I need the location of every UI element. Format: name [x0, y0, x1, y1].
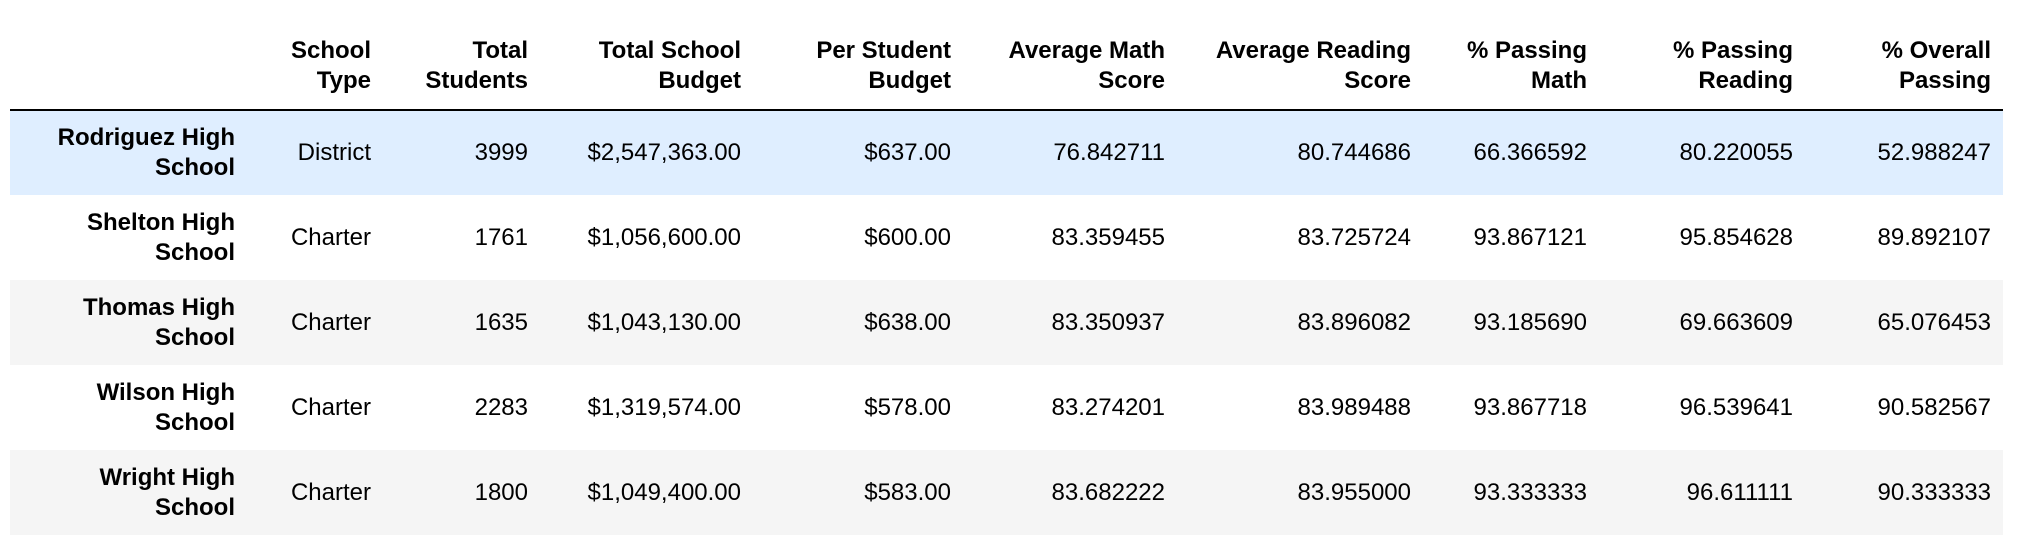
column-header: School Type: [290, 37, 371, 94]
table-cell: $637.00: [864, 139, 951, 166]
index-header: [10, 24, 247, 110]
table-cell: 90.582567: [1877, 393, 1991, 421]
row-label: Rodriguez High School: [57, 124, 235, 181]
table-cell: $638.00: [864, 308, 951, 336]
table-cell: 93.333333: [1473, 478, 1587, 506]
table-cell: 83.955000: [1297, 478, 1411, 506]
row-label: Shelton High School: [87, 208, 235, 266]
table-cell: 90.333333: [1877, 478, 1991, 506]
table-cell: Charter: [290, 308, 371, 336]
table-cell: 1761: [474, 223, 528, 251]
table-cell: 83.725724: [1297, 223, 1411, 251]
table-cell: 83.682222: [1051, 478, 1165, 506]
table-cell: 83.274201: [1051, 393, 1165, 421]
column-header: Average Reading Score: [1215, 37, 1411, 94]
table-cell: 52.988247: [1877, 139, 1991, 166]
table-cell: 80.220055: [1679, 139, 1793, 166]
column-header: Average Math Score: [1008, 37, 1166, 94]
table-header: School Type Total Students Total School …: [10, 24, 2003, 110]
table-cell: Charter: [290, 393, 371, 421]
table-cell: 76.842711: [1053, 139, 1165, 166]
table-cell: $2,547,363.00: [587, 139, 741, 166]
column-header: Per Student Budget: [816, 37, 951, 94]
table-cell: $600.00: [864, 223, 951, 251]
table-cell: 93.185690: [1473, 308, 1587, 336]
table-cell: 83.896082: [1297, 308, 1411, 336]
row-label: Thomas High School: [82, 293, 235, 351]
school-summary-table: School Type Total Students Total School …: [10, 24, 2003, 535]
table-cell: 66.366592: [1473, 139, 1587, 166]
header-row: School Type Total Students Total School …: [10, 24, 2003, 110]
table-cell: 1800: [474, 478, 528, 506]
table-cell: 83.989488: [1297, 393, 1411, 421]
table-row: Thomas High School Charter 1635 $1,043,1…: [10, 280, 2003, 365]
table-cell: $583.00: [864, 478, 951, 506]
table-cell: $1,319,574.00: [587, 393, 741, 421]
table-body: Rodriguez High School District 3999 $2,5…: [10, 110, 2003, 535]
table-cell: 3999: [474, 139, 528, 166]
table-cell: 83.350937: [1051, 308, 1165, 336]
table-cell: Charter: [290, 478, 371, 506]
table-cell: 83.359455: [1051, 223, 1165, 251]
table-row: Rodriguez High School District 3999 $2,5…: [10, 110, 2003, 195]
column-header: % Passing Math: [1466, 37, 1587, 94]
table-cell: $1,056,600.00: [587, 223, 741, 251]
row-label: Wilson High School: [96, 378, 235, 436]
table-cell: $1,049,400.00: [587, 478, 741, 506]
table-cell: 69.663609: [1679, 308, 1793, 336]
column-header: Total School Budget: [598, 37, 741, 94]
table-cell: Charter: [290, 223, 371, 251]
column-header: Total Students: [425, 37, 528, 94]
table-cell: 96.539641: [1679, 393, 1793, 421]
table-cell: 93.867121: [1473, 223, 1587, 251]
table-cell: 65.076453: [1877, 308, 1991, 336]
table-cell: $1,043,130.00: [587, 308, 741, 336]
table-cell: 1635: [474, 308, 528, 336]
table-cell: 89.892107: [1877, 223, 1991, 251]
table-row: Wright High School Charter 1800 $1,049,4…: [10, 450, 2003, 535]
table-cell: 2283: [474, 393, 528, 421]
table-row: Wilson High School Charter 2283 $1,319,5…: [10, 365, 2003, 450]
column-header: % Overall Passing: [1881, 37, 1991, 94]
table-cell: 95.854628: [1679, 223, 1793, 251]
table-row: Shelton High School Charter 1761 $1,056,…: [10, 195, 2003, 280]
column-header: % Passing Reading: [1672, 37, 1793, 94]
table-cell: $578.00: [864, 393, 951, 421]
table-cell: 96.611111: [1686, 478, 1793, 506]
row-label: Wright High School: [99, 463, 235, 521]
table-cell: District: [297, 139, 371, 166]
table-cell: 80.744686: [1297, 139, 1411, 166]
table-cell: 93.867718: [1473, 393, 1587, 421]
